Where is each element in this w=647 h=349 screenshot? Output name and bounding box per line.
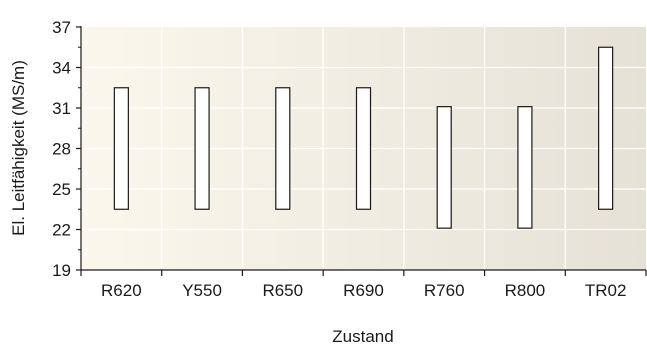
x-axis-title: Zustand — [332, 327, 393, 346]
y-tick-label: 28 — [52, 140, 71, 159]
y-tick-label: 34 — [52, 59, 71, 78]
x-tick-label: TR02 — [585, 281, 627, 300]
range-bar-r620 — [113, 87, 129, 210]
y-tick-label: 22 — [52, 221, 71, 240]
x-tick-labels: R620 Y550 R650 R690 R760 R800 TR02 — [101, 281, 626, 300]
y-tick-label: 31 — [52, 99, 71, 118]
axes — [76, 26, 647, 276]
range-bar-tr02 — [598, 46, 614, 210]
y-axis-title: El. Leitfähigkeit (MS/m) — [9, 60, 28, 236]
y-tick-label: 37 — [52, 18, 71, 37]
x-tick-label: R760 — [424, 281, 465, 300]
x-tick-label: Y550 — [182, 281, 222, 300]
y-tick-labels: 19 22 25 28 31 34 37 — [52, 18, 71, 280]
x-tick-label: R800 — [505, 281, 546, 300]
range-bar-r800 — [517, 106, 533, 229]
x-tick-label: R650 — [262, 281, 303, 300]
y-tick-label: 19 — [52, 261, 71, 280]
range-bar-y550 — [194, 87, 210, 210]
x-tick-label: R620 — [101, 281, 142, 300]
x-tick-label: R690 — [343, 281, 384, 300]
range-bar-r650 — [275, 87, 291, 210]
range-bar-r760 — [436, 106, 452, 229]
range-bars — [113, 46, 614, 229]
range-bar-r690 — [355, 87, 372, 210]
y-tick-label: 25 — [52, 180, 71, 199]
